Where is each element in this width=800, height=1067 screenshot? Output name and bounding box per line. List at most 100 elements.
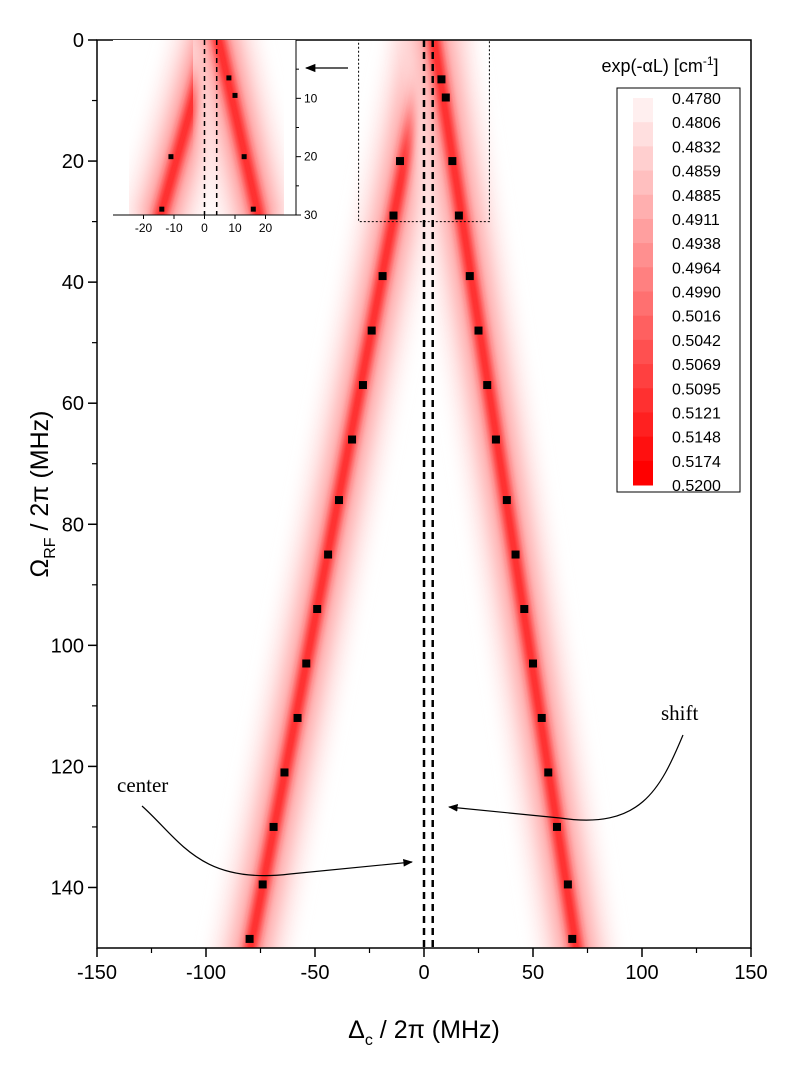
data-point-right-12 <box>537 713 546 722</box>
x-tick-label-3: 0 <box>418 962 429 984</box>
colorbar-swatch-3 <box>633 170 653 196</box>
data-point-right-14 <box>552 822 561 831</box>
colorbar-swatch-5 <box>633 218 653 244</box>
main-reference-lines <box>422 40 434 948</box>
data-point-right-11 <box>529 659 537 668</box>
data-point-left-9 <box>302 659 311 668</box>
inset-data-points <box>159 75 256 212</box>
colorbar-swatch-9 <box>633 315 653 341</box>
colorbar-swatch-4 <box>633 194 653 220</box>
colorbar-swatch-15 <box>633 460 653 486</box>
colorbar-label-14: 0.5148 <box>672 430 721 447</box>
colorbar-label-11: 0.5069 <box>672 357 721 374</box>
data-point-left-0 <box>396 157 405 166</box>
data-point-left-14 <box>245 934 254 943</box>
colorbar-swatch-14 <box>633 436 653 462</box>
data-point-right-0 <box>437 75 446 84</box>
data-point-right-5 <box>474 326 483 335</box>
colorbar-swatch-8 <box>633 291 653 317</box>
inset-x-tick-label-3: 10 <box>228 221 242 235</box>
colorbar-label-10: 0.5042 <box>672 333 721 350</box>
data-point-right-13 <box>544 768 553 777</box>
inset-point-right-0 <box>226 75 232 81</box>
data-point-left-11 <box>280 768 289 777</box>
colorbar-swatches <box>633 98 653 486</box>
y-tick-label-5: 100 <box>51 635 84 657</box>
colorbar: exp(-αL) [cm-1] 0.4780 0.4806 0.4832 0.4859… <box>601 54 741 495</box>
colorbar-swatch-11 <box>633 364 653 389</box>
y-tick-label-3: 60 <box>62 393 84 415</box>
zoom-region-rect <box>358 39 490 223</box>
zoom-region-box <box>358 39 490 223</box>
colorbar-swatch-2 <box>633 146 653 172</box>
inset-y-tick-label-1: 20 <box>304 150 318 164</box>
colorbar-label-7: 0.4964 <box>672 260 721 277</box>
inset-point-left-0 <box>168 154 174 160</box>
inset-point-right-1 <box>232 92 238 98</box>
colorbar-label-2: 0.4832 <box>672 139 721 156</box>
data-point-right-9 <box>511 550 520 559</box>
inset-reference-lines <box>203 40 218 215</box>
inset-x-tick-label-0: -20 <box>135 221 153 235</box>
x-tick-label-6: 150 <box>734 962 767 984</box>
data-point-left-4 <box>358 381 367 390</box>
data-point-left-1 <box>389 211 398 220</box>
colorbar-swatch-13 <box>633 412 653 438</box>
data-point-left-10 <box>293 713 302 722</box>
colorbar-label-1: 0.4806 <box>672 115 721 132</box>
data-point-left-12 <box>269 822 278 831</box>
shift-annotation-label: shift <box>661 701 699 725</box>
inset-point-left-1 <box>159 206 165 212</box>
colorbar-swatch-0 <box>633 98 653 123</box>
data-point-left-8 <box>313 605 322 614</box>
colorbar-label-12: 0.5095 <box>672 381 721 398</box>
colorbar-labels: 0.4780 0.4806 0.4832 0.4859 0.4885 0.4911 0.49… <box>672 91 721 495</box>
colorbar-label-3: 0.4859 <box>672 164 721 181</box>
colorbar-swatch-12 <box>633 388 653 413</box>
colorbar-label-8: 0.4990 <box>672 285 721 302</box>
annotations: center shift <box>117 701 699 877</box>
data-point-right-7 <box>491 435 500 444</box>
x-tick-label-2: -50 <box>301 962 330 984</box>
data-point-right-6 <box>483 381 492 390</box>
colorbar-label-15: 0.5174 <box>672 454 721 471</box>
x-axis-label: Δc / 2π (MHz) <box>348 1016 500 1049</box>
y-tick-label-2: 40 <box>62 272 84 294</box>
y-tick-label-0: 0 <box>73 30 84 52</box>
main-heatmap-bands <box>214 40 612 948</box>
colorbar-label-5: 0.4911 <box>672 212 720 229</box>
x-tick-label-5: 100 <box>625 962 658 984</box>
colorbar-swatch-1 <box>633 122 653 147</box>
colorbar-swatch-10 <box>633 339 653 365</box>
inset-y-tick-label-2: 30 <box>304 208 318 222</box>
data-point-left-5 <box>348 435 357 444</box>
main-data-points <box>245 75 577 943</box>
colorbar-label-16: 0.5200 <box>672 478 721 495</box>
x-tick-label-1: -100 <box>186 962 226 984</box>
data-point-right-15 <box>563 880 572 889</box>
data-point-right-3 <box>454 211 463 220</box>
data-point-right-4 <box>465 272 474 281</box>
inset-band-core-right <box>212 40 265 215</box>
y-tick-label-1: 20 <box>62 151 84 173</box>
data-point-left-6 <box>334 496 343 505</box>
heatmap-band-core-left <box>244 40 435 948</box>
data-point-right-1 <box>441 93 450 102</box>
center-annotation-arrow <box>141 805 413 877</box>
y-tick-label-4: 80 <box>62 514 84 536</box>
colorbar-label-9: 0.5016 <box>672 309 721 326</box>
colorbar-label-4: 0.4885 <box>672 188 721 205</box>
heatmap-band-core-right <box>428 40 583 948</box>
data-point-left-2 <box>378 272 387 281</box>
inset-x-tick-label-2: 0 <box>201 221 208 235</box>
y-tick-label-7: 140 <box>51 877 84 899</box>
inset-x-tick-label-1: -10 <box>165 221 183 235</box>
data-point-left-7 <box>324 550 333 559</box>
data-point-left-13 <box>258 880 267 889</box>
data-point-right-8 <box>502 496 511 505</box>
y-tick-label-6: 120 <box>51 756 84 778</box>
inset-point-right-3 <box>250 206 256 212</box>
